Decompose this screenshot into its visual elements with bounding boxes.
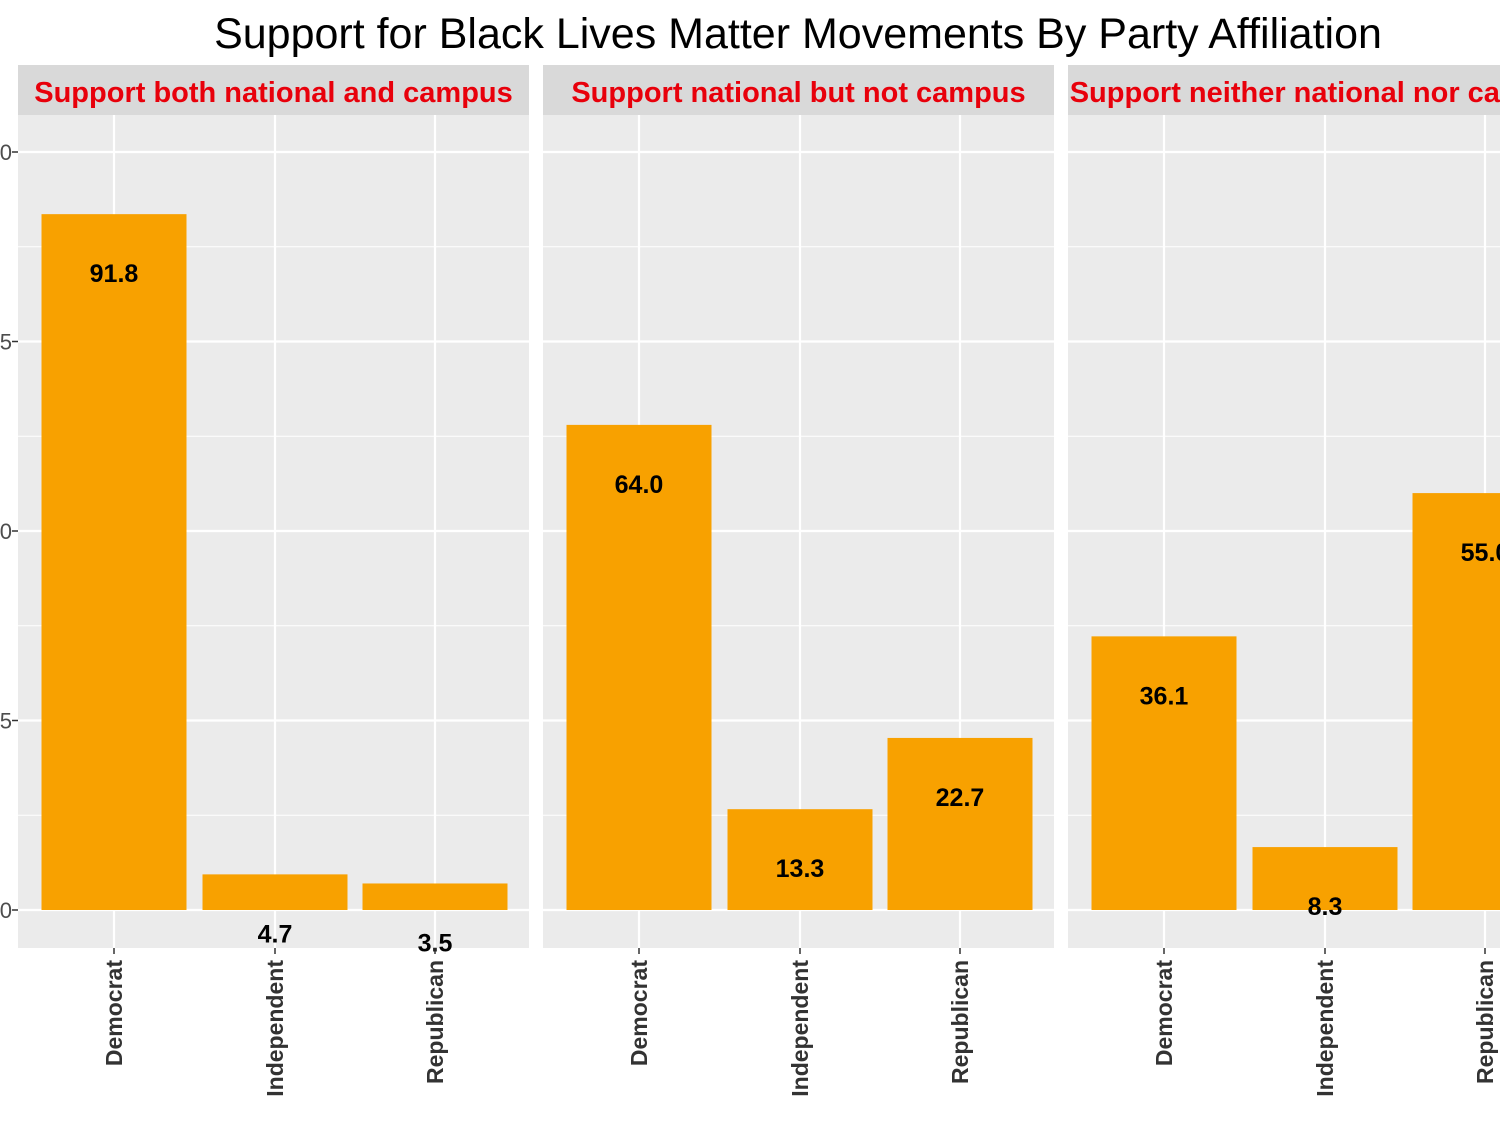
bar-value-label: 13.3: [776, 855, 825, 883]
y-tick-label: 25: [0, 709, 12, 734]
facet-panel-3: Support neither national nor campus 36.1 D…: [1068, 65, 1500, 1097]
bar-value-label: 22.7: [936, 784, 985, 812]
bar-value-label: 55.0: [1461, 539, 1500, 567]
x-category-label: Republican: [1472, 960, 1498, 1084]
bar-independent: [203, 874, 348, 910]
x-category-label: Independent: [787, 960, 813, 1097]
x-category-label: Republican: [422, 960, 448, 1084]
x-category-label: Democrat: [1151, 960, 1177, 1066]
bar-republican: [363, 883, 508, 910]
facet-panel-1: Support both national and campus 91.8 Demo…: [18, 65, 529, 1097]
y-tick-label: 75: [0, 330, 12, 355]
bar-value-label: 36.1: [1140, 682, 1189, 710]
bar-democrat: [42, 214, 187, 910]
bar-value-label: 91.8: [90, 260, 139, 288]
y-tick-label: 100: [0, 140, 12, 165]
chart-title: Support for Black Lives Matter Movements…: [214, 10, 1382, 58]
bar-value-label: 4.7: [258, 920, 293, 948]
bar-value-label: 8.3: [1308, 893, 1343, 921]
x-category-label: Democrat: [626, 960, 652, 1066]
y-tick-label: 0: [0, 898, 12, 923]
y-tick-label: 50: [0, 519, 12, 544]
bar-value-label: 64.0: [615, 471, 664, 499]
bar-democrat: [1092, 636, 1237, 910]
bar-republican: [888, 738, 1033, 910]
x-category-label: Democrat: [101, 960, 127, 1066]
facet-strip-label: Support neither national nor campus: [1070, 77, 1500, 109]
facet-panels: 0 25 50 75 100 Support both national and camp…: [0, 65, 1500, 1097]
facet-strip-label: Support national but not campus: [571, 77, 1025, 109]
x-category-label: Independent: [1312, 960, 1338, 1097]
facet-strip-label: Support both national and campus: [34, 77, 513, 109]
x-category-label: Republican: [947, 960, 973, 1084]
facet-panel-2: Support national but not campus 64.0 Democ…: [543, 65, 1054, 1097]
x-category-label: Independent: [262, 960, 288, 1097]
